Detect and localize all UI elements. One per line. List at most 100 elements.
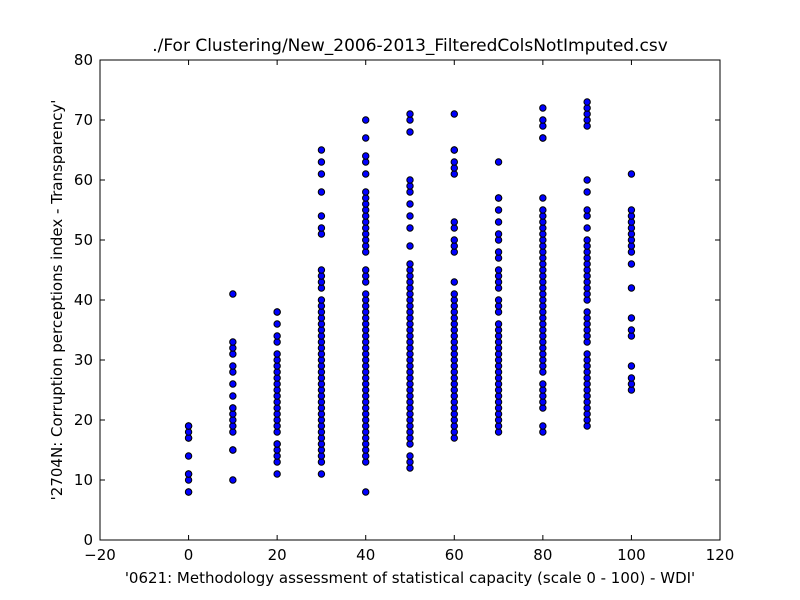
scatter-point bbox=[583, 410, 591, 418]
scatter-point bbox=[229, 446, 237, 454]
scatter-point bbox=[406, 200, 414, 208]
scatter-point bbox=[406, 188, 414, 196]
scatter-point bbox=[494, 320, 503, 328]
scatter-point bbox=[406, 422, 414, 430]
scatter-point bbox=[273, 308, 281, 316]
scatter-point bbox=[406, 284, 414, 292]
scatter-point bbox=[317, 422, 326, 430]
scatter-point bbox=[406, 308, 414, 316]
scatter-point bbox=[273, 338, 281, 346]
scatter-point bbox=[317, 320, 326, 328]
scatter-point bbox=[583, 110, 591, 118]
scatter-point bbox=[539, 332, 547, 340]
scatter-point bbox=[406, 314, 414, 322]
scatter-point bbox=[362, 206, 370, 214]
scatter-point bbox=[406, 452, 414, 460]
scatter-point bbox=[362, 416, 370, 424]
scatter-point bbox=[406, 404, 414, 412]
scatter-point bbox=[229, 290, 237, 298]
scatter-point bbox=[273, 446, 281, 454]
x-tick-label: 100 bbox=[617, 546, 646, 564]
scatter-point bbox=[317, 452, 326, 460]
scatter-point bbox=[494, 158, 503, 166]
scatter-point bbox=[362, 230, 370, 238]
scatter-point bbox=[583, 308, 591, 316]
scatter-point bbox=[450, 410, 458, 418]
scatter-point bbox=[273, 458, 281, 466]
scatter-point bbox=[317, 302, 326, 310]
scatter-point bbox=[362, 404, 370, 412]
data-points bbox=[184, 98, 636, 496]
scatter-point bbox=[362, 338, 370, 346]
scatter-point bbox=[494, 248, 503, 256]
scatter-point bbox=[494, 326, 503, 334]
scatter-point bbox=[406, 458, 414, 466]
scatter-point bbox=[406, 182, 414, 190]
scatter-point bbox=[362, 170, 370, 178]
scatter-point bbox=[450, 392, 458, 400]
scatter-point bbox=[406, 278, 414, 286]
scatter-point bbox=[317, 392, 326, 400]
scatter-point bbox=[362, 446, 370, 454]
scatter-point bbox=[406, 266, 414, 274]
scatter-point bbox=[273, 452, 281, 460]
x-tick-label: 60 bbox=[445, 546, 464, 564]
scatter-point bbox=[317, 212, 326, 220]
scatter-point bbox=[317, 266, 326, 274]
scatter-point bbox=[229, 362, 237, 370]
scatter-point bbox=[539, 236, 547, 244]
scatter-point bbox=[627, 386, 636, 394]
scatter-point bbox=[450, 350, 458, 358]
scatter-point bbox=[494, 218, 503, 226]
scatter-point bbox=[362, 326, 370, 334]
y-tick-label: 60 bbox=[74, 171, 93, 189]
scatter-point bbox=[539, 248, 547, 256]
scatter-point bbox=[539, 356, 547, 364]
scatter-point bbox=[539, 338, 547, 346]
scatter-point bbox=[494, 278, 503, 286]
scatter-point bbox=[583, 386, 591, 394]
scatter-point bbox=[583, 326, 591, 334]
scatter-point bbox=[539, 266, 547, 274]
scatter-point bbox=[406, 296, 414, 304]
scatter-point bbox=[229, 416, 237, 424]
scatter-point bbox=[583, 356, 591, 364]
scatter-point bbox=[273, 374, 281, 382]
scatter-point bbox=[583, 260, 591, 268]
scatter-point bbox=[494, 284, 503, 292]
scatter-point bbox=[583, 284, 591, 292]
scatter-point bbox=[362, 242, 370, 250]
scatter-point bbox=[494, 356, 503, 364]
scatter-point bbox=[317, 308, 326, 316]
scatter-point bbox=[362, 362, 370, 370]
scatter-point bbox=[583, 320, 591, 328]
scatter-point bbox=[627, 362, 636, 370]
scatter-point bbox=[273, 392, 281, 400]
scatter-point bbox=[583, 368, 591, 376]
scatter-point bbox=[450, 290, 458, 298]
scatter-point bbox=[273, 332, 281, 340]
scatter-point bbox=[229, 404, 237, 412]
scatter-point bbox=[317, 446, 326, 454]
scatter-point bbox=[627, 332, 636, 340]
scatter-point bbox=[273, 368, 281, 376]
scatter-point bbox=[539, 284, 547, 292]
scatter-point bbox=[494, 374, 503, 382]
scatter-point bbox=[494, 362, 503, 370]
scatter-point bbox=[406, 242, 414, 250]
scatter-point bbox=[583, 332, 591, 340]
scatter-point bbox=[362, 374, 370, 382]
scatter-point bbox=[450, 422, 458, 430]
scatter-point bbox=[317, 428, 326, 436]
scatter-point bbox=[494, 416, 503, 424]
scatter-point bbox=[406, 356, 414, 364]
scatter-point bbox=[317, 368, 326, 376]
scatter-point bbox=[362, 368, 370, 376]
scatter-point bbox=[317, 272, 326, 280]
scatter-point bbox=[406, 332, 414, 340]
scatter-point bbox=[583, 212, 591, 220]
scatter-point bbox=[317, 326, 326, 334]
scatter-point bbox=[539, 230, 547, 238]
scatter-point bbox=[450, 236, 458, 244]
scatter-point bbox=[362, 200, 370, 208]
